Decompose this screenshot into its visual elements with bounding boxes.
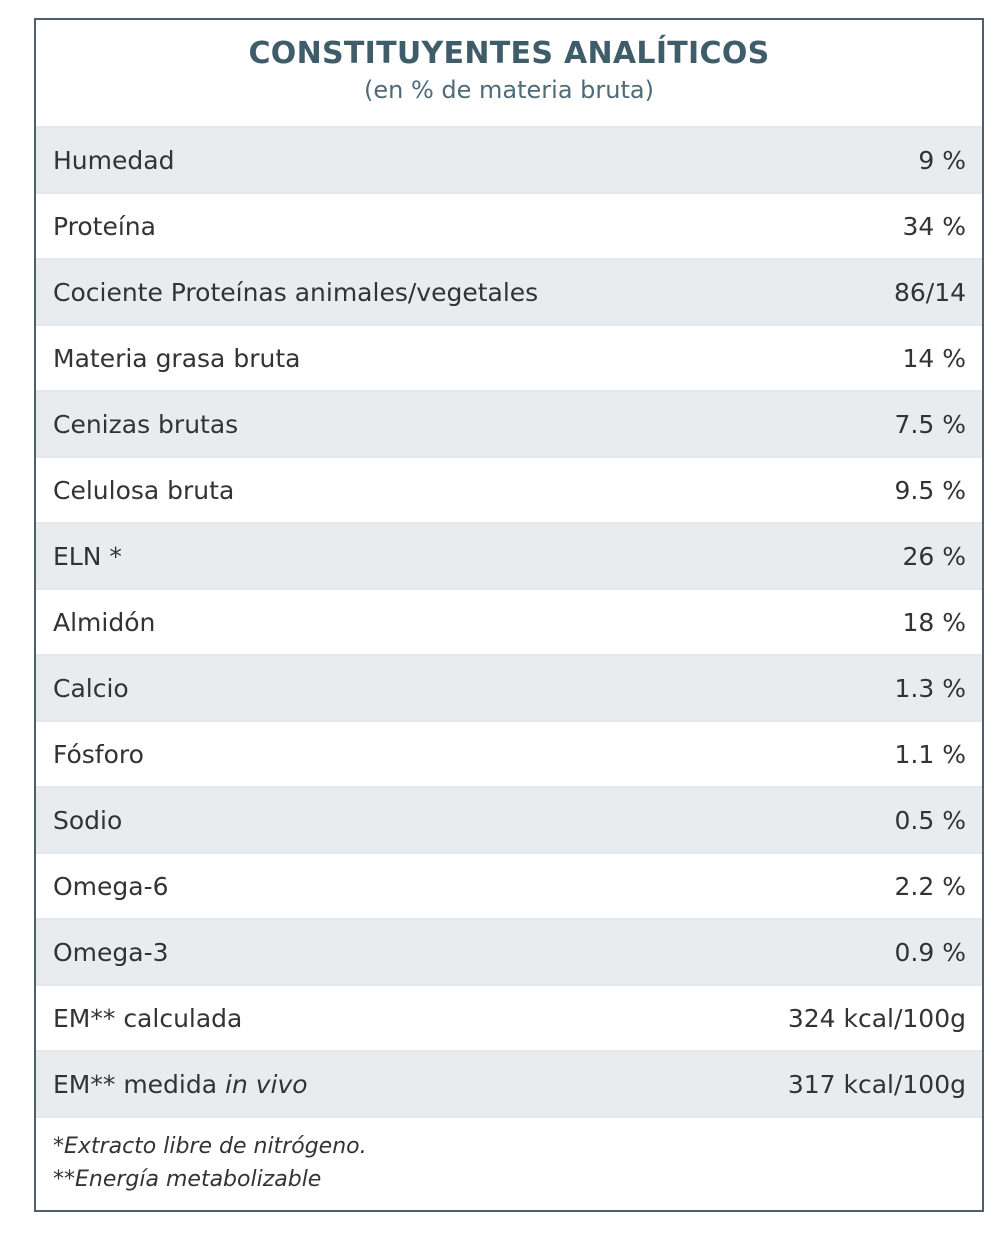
row-value: 1.1 % (894, 739, 966, 769)
table-row: Calcio 1.3 % (36, 656, 982, 722)
row-value: 9 % (918, 145, 966, 175)
table-row: Cociente Proteínas animales/vegetales 86… (36, 260, 982, 326)
row-value: 18 % (902, 607, 966, 637)
row-label: EM** calculada (53, 1003, 243, 1033)
row-value: 0.9 % (894, 937, 966, 967)
row-label: Cociente Proteínas animales/vegetales (53, 277, 539, 307)
footnotes: *Extracto libre de nitrógeno. **Energía … (36, 1118, 982, 1196)
row-value: 7.5 % (894, 409, 966, 439)
row-value: 324 kcal/100g (787, 1003, 966, 1033)
row-value: 9.5 % (894, 475, 966, 505)
row-label: Celulosa bruta (53, 475, 235, 505)
footnote-em: **Energía metabolizable (53, 1167, 322, 1192)
row-label-text: EM** medida (53, 1069, 225, 1099)
footnote-eln: *Extracto libre de nitrógeno. (53, 1134, 367, 1159)
row-label: ELN * (53, 541, 122, 571)
row-label: Materia grasa bruta (53, 343, 301, 373)
row-label: Fósforo (53, 739, 144, 769)
table-body: Humedad 9 % Proteína 34 % Cociente Prote… (36, 126, 982, 1118)
row-value: 34 % (902, 211, 966, 241)
row-label: Calcio (53, 673, 129, 703)
table-row: Omega-6 2.2 % (36, 854, 982, 920)
table-row: ELN * 26 % (36, 524, 982, 590)
row-label-italic: in vivo (225, 1069, 308, 1099)
row-value: 0.5 % (894, 805, 966, 835)
table-subtitle: (en % de materia bruta) (364, 76, 654, 104)
row-value: 2.2 % (894, 871, 966, 901)
table-row: EM** calculada 324 kcal/100g (36, 986, 982, 1052)
row-value: 86/14 (893, 277, 966, 307)
row-label: Proteína (53, 211, 156, 241)
row-label: Omega-3 (53, 937, 169, 967)
row-label: Cenizas brutas (53, 409, 239, 439)
table-row: Celulosa bruta 9.5 % (36, 458, 982, 524)
table-row: Materia grasa bruta 14 % (36, 326, 982, 392)
row-label: EM** medida in vivo (53, 1070, 308, 1099)
table-row: Sodio 0.5 % (36, 788, 982, 854)
analytical-constituents-table: CONSTITUYENTES ANALÍTICOS (en % de mater… (34, 18, 984, 1212)
table-header: CONSTITUYENTES ANALÍTICOS (en % de mater… (36, 20, 982, 126)
table-title: CONSTITUYENTES ANALÍTICOS (248, 36, 770, 71)
table-row: Almidón 18 % (36, 590, 982, 656)
table-row: EM** medida in vivo 317 kcal/100g (36, 1052, 982, 1118)
row-label: Almidón (53, 607, 156, 637)
table-row: Humedad 9 % (36, 128, 982, 194)
table-row: Omega-3 0.9 % (36, 920, 982, 986)
table-row: Cenizas brutas 7.5 % (36, 392, 982, 458)
table-row: Proteína 34 % (36, 194, 982, 260)
row-label: Humedad (53, 145, 175, 175)
row-value: 26 % (902, 541, 966, 571)
row-label: Sodio (53, 805, 123, 835)
row-value: 14 % (902, 343, 966, 373)
table-row: Fósforo 1.1 % (36, 722, 982, 788)
row-label: Omega-6 (53, 871, 169, 901)
row-value: 1.3 % (894, 673, 966, 703)
row-value: 317 kcal/100g (787, 1069, 966, 1099)
